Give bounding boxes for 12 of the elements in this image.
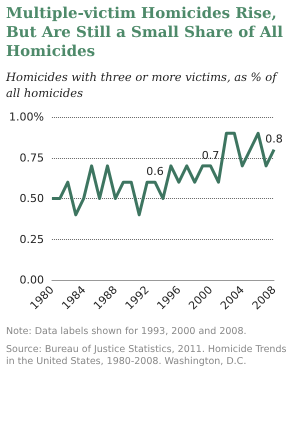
y-tick-label: 0.75 (19, 151, 44, 164)
data-label: 0.6 (146, 165, 164, 178)
chart-title: Multiple-victim Homicides Rise, But Are Still a Small Share of All Homicides (6, 4, 284, 61)
data-label: 0.7 (202, 148, 220, 162)
y-tick-label: 0.00 (19, 274, 44, 286)
data-label: 0.8 (265, 132, 283, 146)
source-note: Source: Bureau of Justice Statistics, 2011. Homicide Trends in the United States, 1980-2008. Washington, D.C. (6, 344, 288, 368)
text: Note: Data labels shown for 1993, 2000 and 2008. (6, 326, 248, 338)
y-tick-label: 1.00% (8, 110, 44, 124)
chart-subtitle: Homicides with three or more victims, as % of all homicides (6, 69, 280, 101)
y-tick-label: 0.25 (19, 232, 44, 246)
y-tick-label: 0.50 (19, 192, 44, 205)
